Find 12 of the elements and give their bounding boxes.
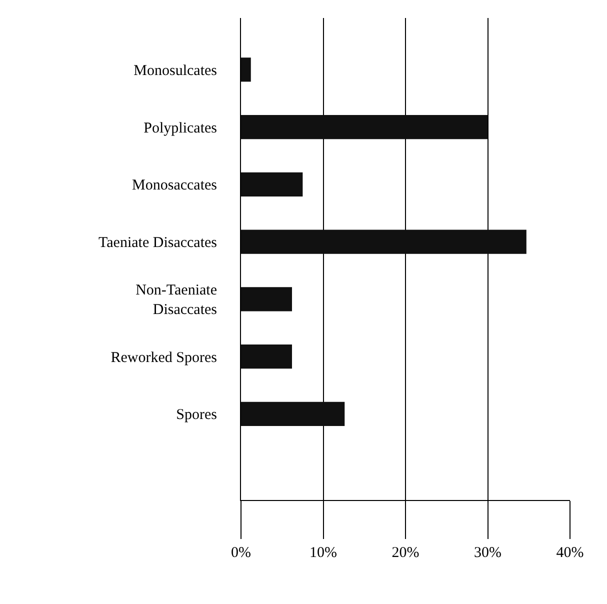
- x-tick-label: 30%: [474, 545, 502, 561]
- x-tick-label: 20%: [392, 545, 420, 561]
- x-tick-label: 40%: [556, 545, 584, 561]
- x-tick-label: 10%: [310, 545, 337, 561]
- y-tick-label: Monosaccates: [132, 178, 218, 194]
- y-tick-label: Reworked Spores: [110, 350, 218, 366]
- y-tick-label: Taeniate Disaccates: [98, 235, 218, 252]
- y-tick-label: Monosulcates: [134, 62, 218, 79]
- y-tick-label: Polyplicates: [144, 120, 218, 136]
- y-tick-label: Non-Taeniate Disaccates: [136, 282, 218, 318]
- y-tick-label: Spores: [176, 407, 218, 424]
- x-tick-label: 0%: [231, 545, 251, 561]
